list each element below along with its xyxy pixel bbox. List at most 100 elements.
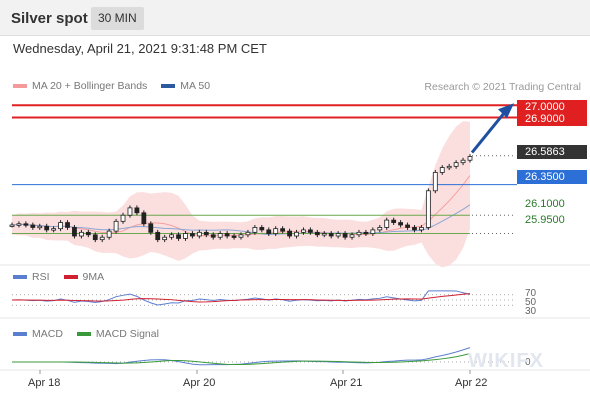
candle: [252, 227, 258, 233]
candle: [419, 227, 424, 231]
ma50-swatch: [161, 84, 176, 88]
candle: [356, 231, 362, 236]
macd-signal-line: [12, 352, 471, 366]
candle: [203, 231, 209, 236]
candle: [280, 228, 286, 232]
candle: [453, 162, 459, 167]
rsi-level-30: 30: [525, 306, 537, 317]
rsi-ma-legend-label: 9MA: [82, 271, 105, 283]
candle: [266, 229, 272, 234]
rsi-line: [11, 290, 471, 306]
candle: [113, 220, 119, 232]
rsi-swatch: [13, 275, 27, 279]
candle: [155, 231, 161, 241]
candle: [30, 224, 36, 228]
candle: [231, 235, 237, 238]
candle: [51, 228, 57, 231]
candle: [162, 236, 168, 241]
level-r2-tag: 27.0000: [517, 100, 587, 114]
rsi-ma-swatch: [63, 275, 78, 279]
candle: [190, 233, 195, 237]
candle: [141, 212, 147, 225]
watermark-logo: WIKIFX: [468, 350, 544, 372]
candle: [78, 231, 84, 237]
candle: [314, 231, 320, 236]
candle: [44, 225, 50, 231]
candle: [425, 190, 431, 228]
macd-legend-label: MACD: [32, 328, 63, 340]
candle: [467, 156, 473, 161]
level-s2-label: 25.9500: [525, 214, 565, 226]
candle: [148, 223, 154, 233]
rsi-ma-line: [11, 293, 471, 303]
x-label-apr20: Apr 20: [183, 377, 216, 389]
bollinger-legend-label: MA 20 + Bollinger Bands: [32, 80, 148, 92]
candle: [432, 172, 438, 192]
candle: [134, 207, 140, 214]
candle: [120, 214, 126, 222]
candle: [58, 222, 63, 230]
macd-legend: MACD MACD Signal: [13, 328, 159, 340]
level-r1-tag: 26.9000: [517, 112, 587, 126]
candle: [405, 224, 410, 228]
candle: [307, 229, 313, 233]
candle: [99, 236, 105, 241]
ma50-legend-label: MA 50: [180, 80, 211, 92]
candle: [294, 231, 299, 237]
candle: [183, 233, 188, 239]
candle: [391, 219, 397, 223]
instrument-title: Silver spot: [11, 10, 88, 27]
candle: [169, 234, 175, 238]
candle: [328, 233, 334, 237]
candle: [9, 224, 15, 227]
chart-header: Silver spot 30 MIN: [0, 0, 590, 36]
candle: [224, 233, 230, 237]
rsi-legend-label: RSI: [32, 271, 50, 283]
candle: [398, 222, 404, 226]
candle: [210, 234, 216, 238]
macd-signal-legend-label: MACD Signal: [95, 328, 159, 340]
candle: [217, 233, 223, 238]
candle: [176, 234, 181, 239]
rsi-level-70: 70: [525, 288, 537, 299]
candle: [321, 233, 327, 236]
candle: [259, 227, 265, 231]
rsi-level-50: 50: [525, 297, 537, 308]
candle: [412, 227, 417, 231]
forecast-arrow-head: [498, 103, 514, 119]
candle: [363, 231, 369, 235]
main-legend: MA 20 + Bollinger Bands MA 50: [13, 80, 210, 92]
bollinger-band: [12, 121, 470, 268]
timeframe-button[interactable]: 30 MIN: [91, 7, 144, 30]
candle: [127, 207, 133, 216]
forecast-arrow-shaft: [470, 112, 506, 154]
candle: [16, 223, 22, 226]
candle: [85, 231, 91, 236]
candle: [446, 165, 452, 169]
level-s1-label: 26.1000: [525, 198, 565, 210]
level-pivot-tag: 26.3500: [517, 170, 587, 184]
candle: [273, 228, 279, 234]
ma50-line: [11, 204, 471, 236]
x-label-apr18: Apr 18: [28, 377, 61, 389]
candle: [384, 219, 390, 228]
candle: [439, 167, 445, 173]
candle: [72, 227, 77, 237]
last-price-tag: 26.5863: [517, 145, 587, 159]
candle: [377, 227, 383, 231]
candle: [460, 159, 466, 164]
macd-swatch: [13, 332, 27, 336]
chart-datetime: Wednesday, April 21, 2021 9:31:48 PM CET: [13, 41, 267, 56]
bollinger-swatch: [13, 84, 27, 88]
candle: [106, 230, 112, 238]
candle: [287, 230, 292, 237]
candle: [342, 233, 348, 238]
candle: [65, 222, 70, 228]
candle: [301, 229, 306, 233]
candle: [196, 231, 202, 237]
candle: [349, 234, 355, 238]
candle: [92, 234, 98, 241]
macd-level-0: 0: [525, 357, 531, 368]
candle: [238, 234, 244, 238]
